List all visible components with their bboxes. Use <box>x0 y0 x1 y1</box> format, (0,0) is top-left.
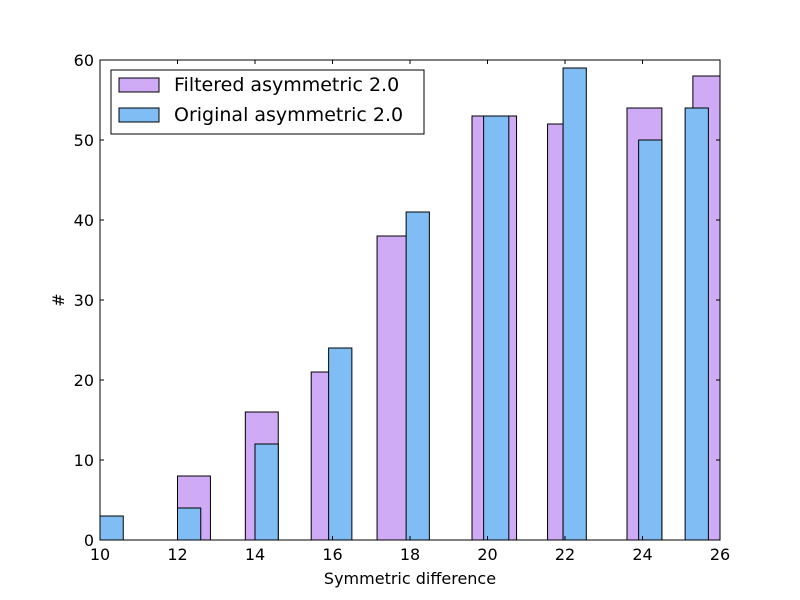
y-tick-label: 30 <box>74 291 94 310</box>
bar-series-0-bin-8 <box>376 235 409 541</box>
x-tick-label: 12 <box>167 545 187 564</box>
bar-series-1-bin-7 <box>638 139 663 541</box>
y-tick-label: 50 <box>74 131 94 150</box>
y-tick-label: 20 <box>74 371 94 390</box>
legend-swatch-original <box>118 107 160 123</box>
y-tick-label: 40 <box>74 211 94 230</box>
x-tick-label: 18 <box>400 545 420 564</box>
legend: Filtered asymmetric 2.0 Original asymmet… <box>110 69 425 135</box>
bar-series-0-bin-12 <box>547 123 564 541</box>
x-tick-label: 16 <box>322 545 342 564</box>
bar-series-1-bin-9 <box>684 107 709 541</box>
y-tick-label: 0 <box>84 531 94 550</box>
bar-series-1-bin-0 <box>99 515 124 541</box>
x-tick-label: 24 <box>632 545 652 564</box>
bar-series-1-bin-1 <box>177 507 202 541</box>
legend-label-original: Original asymmetric 2.0 <box>174 104 403 126</box>
bar-series-1-bin-2 <box>254 443 279 541</box>
legend-swatch-filtered <box>118 77 160 93</box>
x-tick-label: 14 <box>245 545 265 564</box>
bar-series-1-bin-4 <box>405 211 430 541</box>
y-tick-label: 60 <box>74 51 94 70</box>
y-axis-ticks: 0 10 20 30 40 50 60 <box>74 51 720 550</box>
x-tick-label: 22 <box>555 545 575 564</box>
bar-series-1-bin-3 <box>328 347 353 541</box>
legend-box <box>110 69 425 135</box>
y-tick-label: 10 <box>74 451 94 470</box>
bar-series-1-bin-6 <box>562 67 587 541</box>
bars-layer <box>99 67 721 541</box>
x-axis-label: Symmetric difference <box>324 569 496 588</box>
x-tick-label: 10 <box>90 545 110 564</box>
bar-series-1-bin-5 <box>483 115 510 541</box>
x-axis-ticks: 10 12 14 16 18 20 22 24 26 <box>90 60 730 564</box>
x-tick-label: 20 <box>477 545 497 564</box>
legend-label-filtered: Filtered asymmetric 2.0 <box>174 74 399 96</box>
x-tick-label: 26 <box>710 545 730 564</box>
y-axis-label: # <box>49 293 68 306</box>
